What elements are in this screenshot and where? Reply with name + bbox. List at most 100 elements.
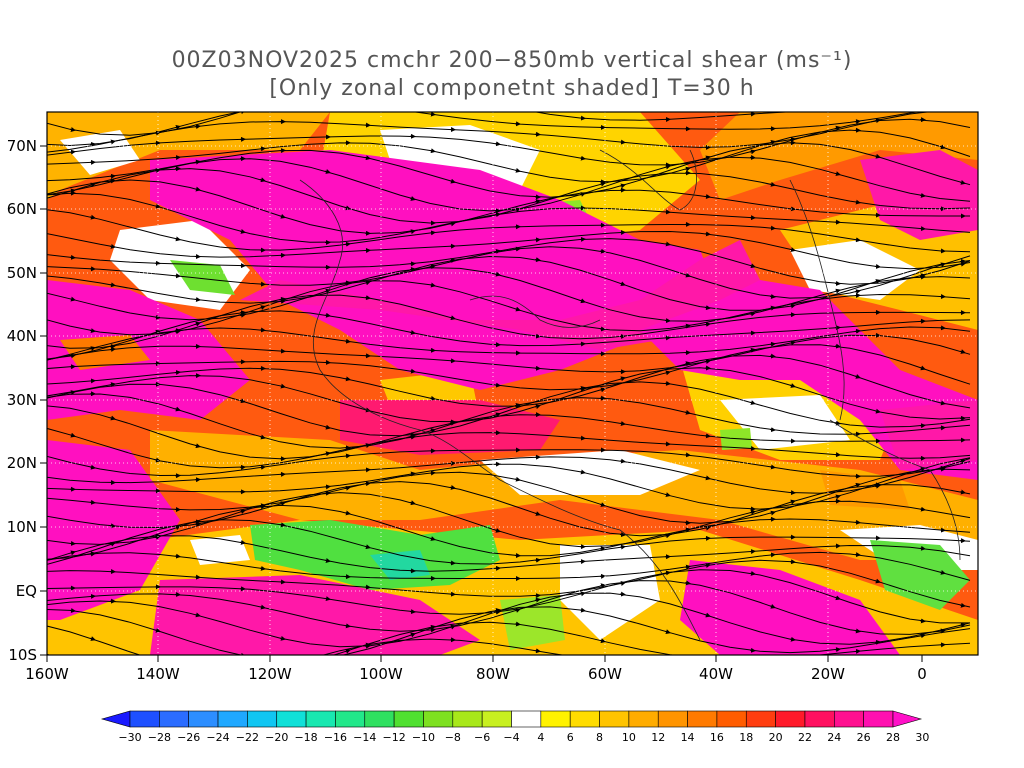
streamline-arrow: [429, 428, 436, 434]
streamline-arrow: [324, 169, 331, 174]
streamline: [47, 255, 971, 311]
lat-label-eq: EQ: [16, 582, 37, 600]
streamline-arrow: [109, 382, 116, 388]
streamline-arrow: [194, 186, 201, 192]
streamline-arrow: [69, 390, 76, 395]
streamline-arrow: [599, 502, 606, 507]
streamline-arrow: [749, 263, 756, 269]
streamline-arrow: [409, 434, 416, 440]
streamline-arrow: [154, 314, 161, 320]
streamline: [47, 638, 566, 655]
streamline-arrow: [174, 124, 181, 130]
colorbar-label: 4: [537, 731, 544, 744]
lat-label-10n: 10N: [7, 518, 37, 536]
streamline: [47, 449, 971, 477]
streamline-arrow: [449, 624, 456, 630]
streamline-arrow: [89, 636, 96, 641]
streamline-arrow: [449, 221, 456, 227]
shear-field: [47, 112, 978, 655]
colorbar-label: 28: [886, 731, 900, 744]
streamline-arrow: [919, 365, 926, 371]
streamline-arrow: [344, 376, 351, 382]
streamline-arrow: [409, 266, 416, 272]
streamline-arrow: [344, 623, 351, 629]
streamline-arrow: [409, 471, 416, 477]
streamline: [47, 326, 971, 361]
streamline-arrow: [789, 247, 796, 252]
lon-label-140w: 140W: [136, 665, 180, 683]
streamline: [47, 551, 971, 581]
streamline-arrow: [769, 427, 776, 433]
colorbar-label: 24: [827, 731, 841, 744]
colorbar-swatch: [423, 710, 454, 728]
streamline-arrow: [409, 330, 416, 335]
lat-axis: 70N 60N 50N 40N 30N 20N 10N EQ 10S: [7, 137, 47, 664]
streamline-arrow: [684, 564, 691, 570]
streamline-arrow: [494, 212, 501, 218]
colorbar-swatch: [657, 710, 688, 728]
lat-label-70n: 70N: [7, 137, 37, 155]
streamline-arrow: [534, 597, 541, 603]
streamline-arrow: [409, 632, 416, 638]
streamline-arrow: [789, 383, 796, 388]
coastlines: [299, 149, 961, 641]
streamline-arrow: [514, 403, 521, 408]
streamline-arrow: [449, 315, 456, 321]
streamline: [47, 456, 971, 494]
colorbar-swatch: [687, 710, 718, 728]
streamline-arrow: [599, 248, 606, 254]
streamline: [47, 427, 971, 469]
streamline-arrow: [834, 171, 841, 177]
streamline-arrow: [259, 177, 266, 183]
colorbar-swatch: [305, 710, 336, 728]
streamline-arrow: [449, 484, 456, 490]
streamline-arrow: [619, 421, 626, 426]
streamline-arrow: [259, 565, 266, 571]
streamline-arrow: [619, 183, 626, 189]
streamline: [47, 238, 971, 285]
streamline-arrow: [69, 550, 76, 556]
streamline: [47, 504, 971, 560]
streamline-arrow: [344, 510, 351, 516]
colorbar-label: −12: [383, 731, 406, 744]
streamline-arrow: [409, 368, 416, 374]
streamline-arrow: [664, 570, 671, 576]
streamline-arrow: [429, 536, 436, 541]
streamline-arrow: [769, 294, 776, 300]
streamline-arrow: [449, 178, 456, 184]
streamline-arrow: [599, 181, 606, 187]
streamline-arrow: [194, 321, 201, 327]
streamline-arrow: [534, 404, 541, 410]
streamline-arrow: [69, 432, 76, 438]
streamline-arrow: [174, 525, 181, 531]
streamline-arrow: [429, 230, 436, 236]
streamline-arrow: [749, 311, 756, 317]
streamline-arrow: [874, 279, 881, 284]
streamline-arrow: [769, 305, 776, 311]
colorbar-swatch: [569, 710, 600, 728]
streamline-arrow: [940, 108, 944, 109]
streamline-arrow: [364, 155, 371, 161]
streamline-arrow: [174, 553, 181, 559]
streamline-arrow: [194, 519, 201, 525]
streamline-arrow: [154, 203, 161, 209]
streamline: [47, 246, 971, 299]
streamline-arrow: [194, 521, 201, 527]
streamline-arrow: [279, 522, 286, 528]
streamline-arrow: [579, 607, 586, 613]
streamline-arrow: [664, 164, 671, 170]
streamline-arrow: [664, 370, 671, 376]
streamline-arrow: [919, 466, 926, 472]
streamline-arrow: [239, 509, 246, 515]
streamline-arrow: [664, 533, 671, 539]
streamline-arrow: [69, 608, 76, 614]
streamline-arrow: [874, 153, 881, 159]
streamline-arrow: [259, 434, 266, 440]
streamline-arrow: [834, 125, 841, 131]
streamline-arrow: [429, 264, 436, 270]
streamline-arrow: [664, 241, 671, 247]
streamline-arrow: [325, 89, 329, 90]
colorbar-label: −24: [206, 731, 229, 744]
streamline-arrow: [324, 558, 331, 563]
streamline-arrow: [939, 144, 946, 150]
